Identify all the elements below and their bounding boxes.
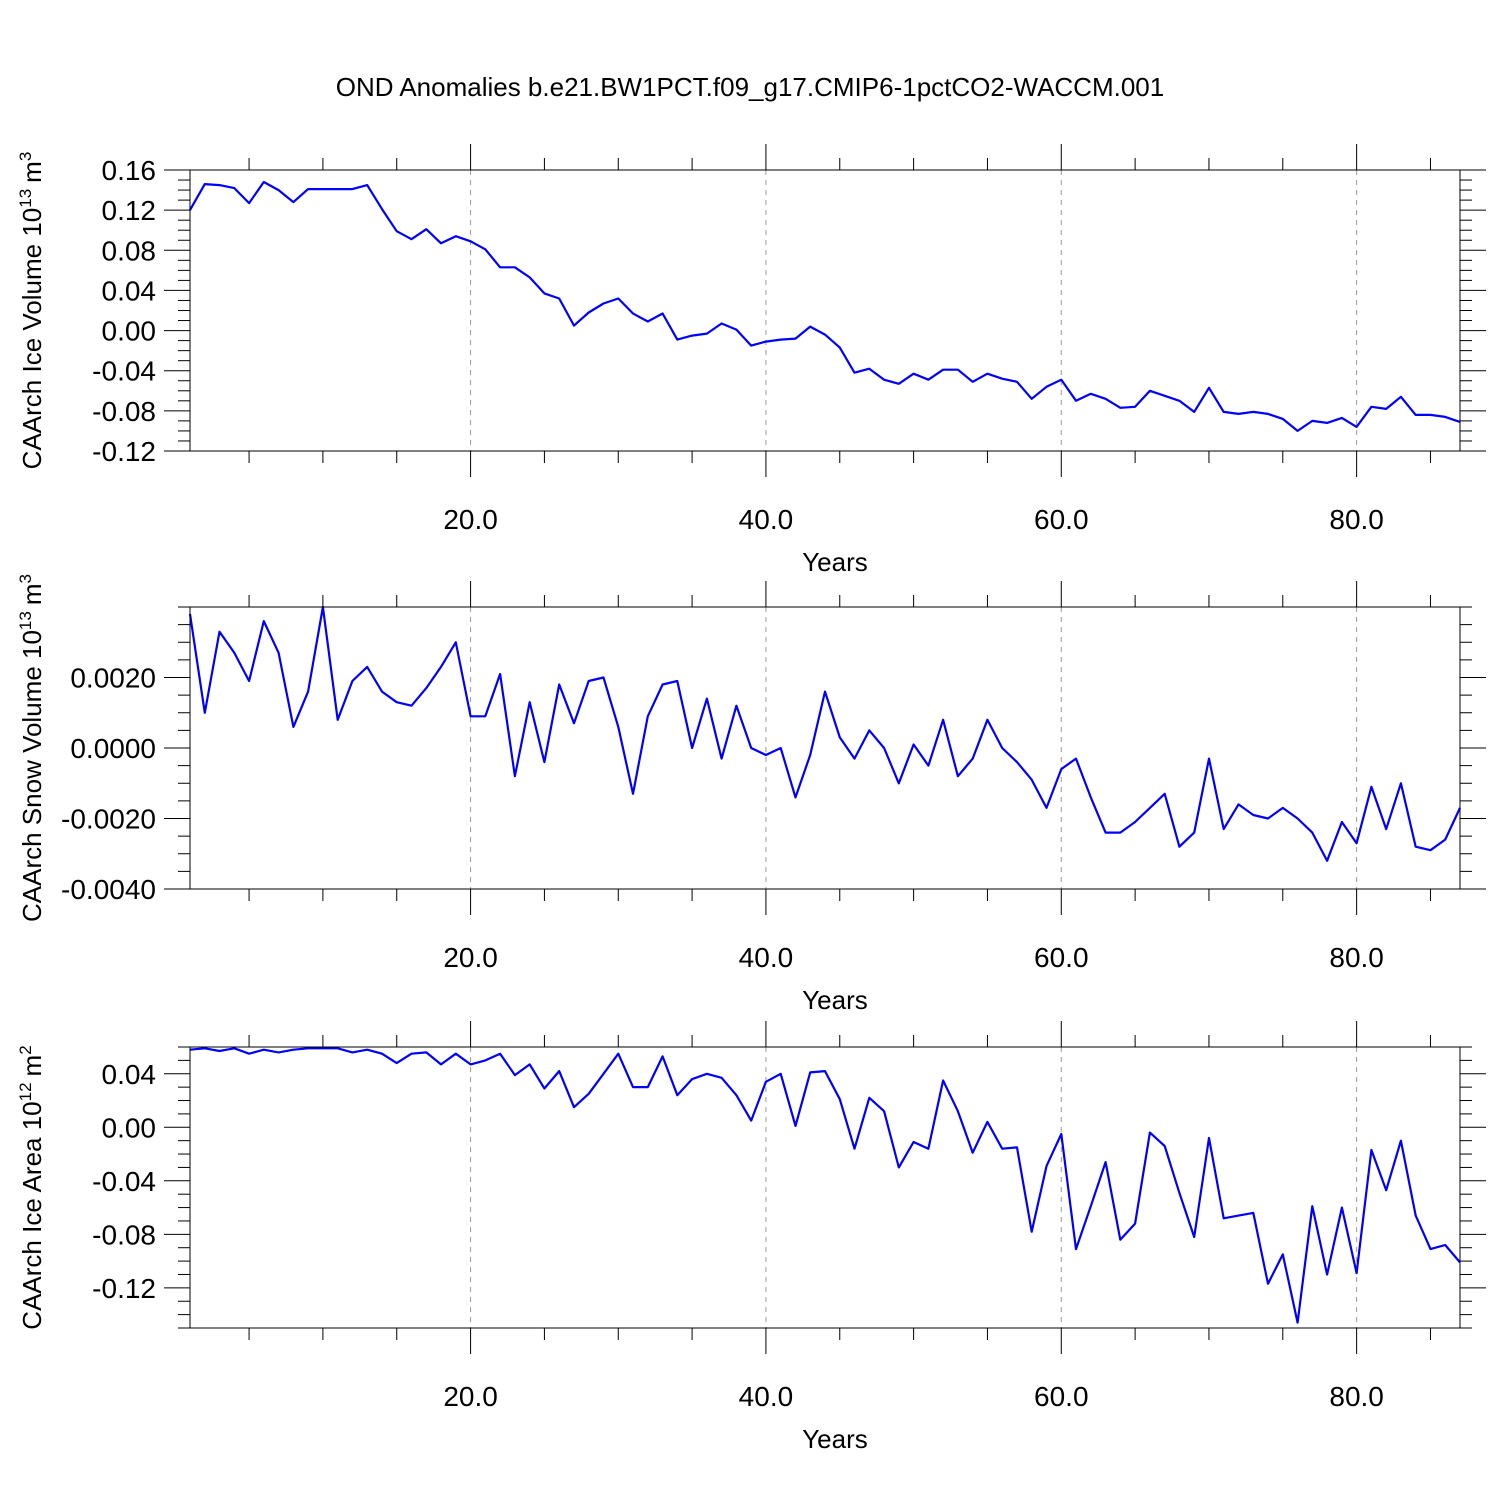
y-tick-label: 0.16 [102, 155, 157, 186]
panel-ice-area: 20.0 40.0 60.0 80.0 Years 0.04 0.00 -0.04 -0.08 -… [16, 1021, 1486, 1454]
x-axis-label: Years [802, 985, 868, 1015]
y-axis-label: CAArch Snow Volume 1013m3 [16, 574, 47, 922]
x-tick-label: 80.0 [1329, 942, 1384, 973]
y-tick-label: -0.08 [92, 1219, 156, 1250]
x-tick-label: 40.0 [739, 1381, 794, 1412]
series-line-snow-volume [188, 605, 1461, 862]
panel-snow-volume: 20.0 40.0 60.0 80.0 Years 0.0020 0.0000 -0.0020… [16, 574, 1486, 1015]
x-tick-label: 60.0 [1034, 942, 1089, 973]
y-tick-label: -0.12 [92, 1273, 156, 1304]
plot-frame [189, 1046, 1461, 1329]
y-tick-label: 0.04 [102, 275, 157, 306]
y-tick-label: 0.00 [102, 316, 157, 347]
x-axis-label: Years [802, 1424, 868, 1454]
y-tick-label: 0.0000 [70, 733, 156, 764]
x-tick-label: 80.0 [1329, 504, 1384, 535]
x-tick-label: 60.0 [1034, 1381, 1089, 1412]
figure-title: OND Anomalies b.e21.BW1PCT.f09_g17.CMIP6… [336, 72, 1164, 102]
plot-frame [189, 606, 1461, 890]
series-line-ice-volume [189, 180, 1461, 432]
y-axis-label: CAArch Ice Area 1012m2 [16, 1045, 47, 1329]
x-tick-label: 20.0 [443, 942, 498, 973]
y-tick-label: 0.08 [102, 235, 157, 266]
panel-ice-volume: 20.0 40.0 60.0 80.0 Years 0.16 0.12 0.08 0.04 0.0… [16, 144, 1486, 577]
y-tick-label: -0.04 [92, 356, 156, 387]
y-tick-label: 0.12 [102, 195, 157, 226]
x-tick-label: 60.0 [1034, 504, 1089, 535]
y-tick-label: 0.0020 [70, 663, 156, 694]
x-tick-label: 20.0 [443, 504, 498, 535]
x-tick-label: 40.0 [739, 942, 794, 973]
x-tick-label: 20.0 [443, 1381, 498, 1412]
x-axis-label: Years [802, 547, 868, 577]
y-tick-label: -0.04 [92, 1166, 156, 1197]
y-tick-label: 0.04 [102, 1059, 157, 1090]
x-tick-label: 40.0 [739, 504, 794, 535]
plot-frame [189, 169, 1461, 452]
y-axis-label: CAArch Ice Volume 1013m3 [16, 152, 47, 470]
y-tick-label: 0.00 [102, 1112, 157, 1143]
y-tick-label: -0.08 [92, 396, 156, 427]
series-line-ice-area [189, 1047, 1461, 1324]
y-tick-label: -0.12 [92, 436, 156, 467]
y-tick-label: -0.0040 [61, 874, 156, 905]
x-tick-label: 80.0 [1329, 1381, 1384, 1412]
y-tick-label: -0.0020 [61, 804, 156, 835]
